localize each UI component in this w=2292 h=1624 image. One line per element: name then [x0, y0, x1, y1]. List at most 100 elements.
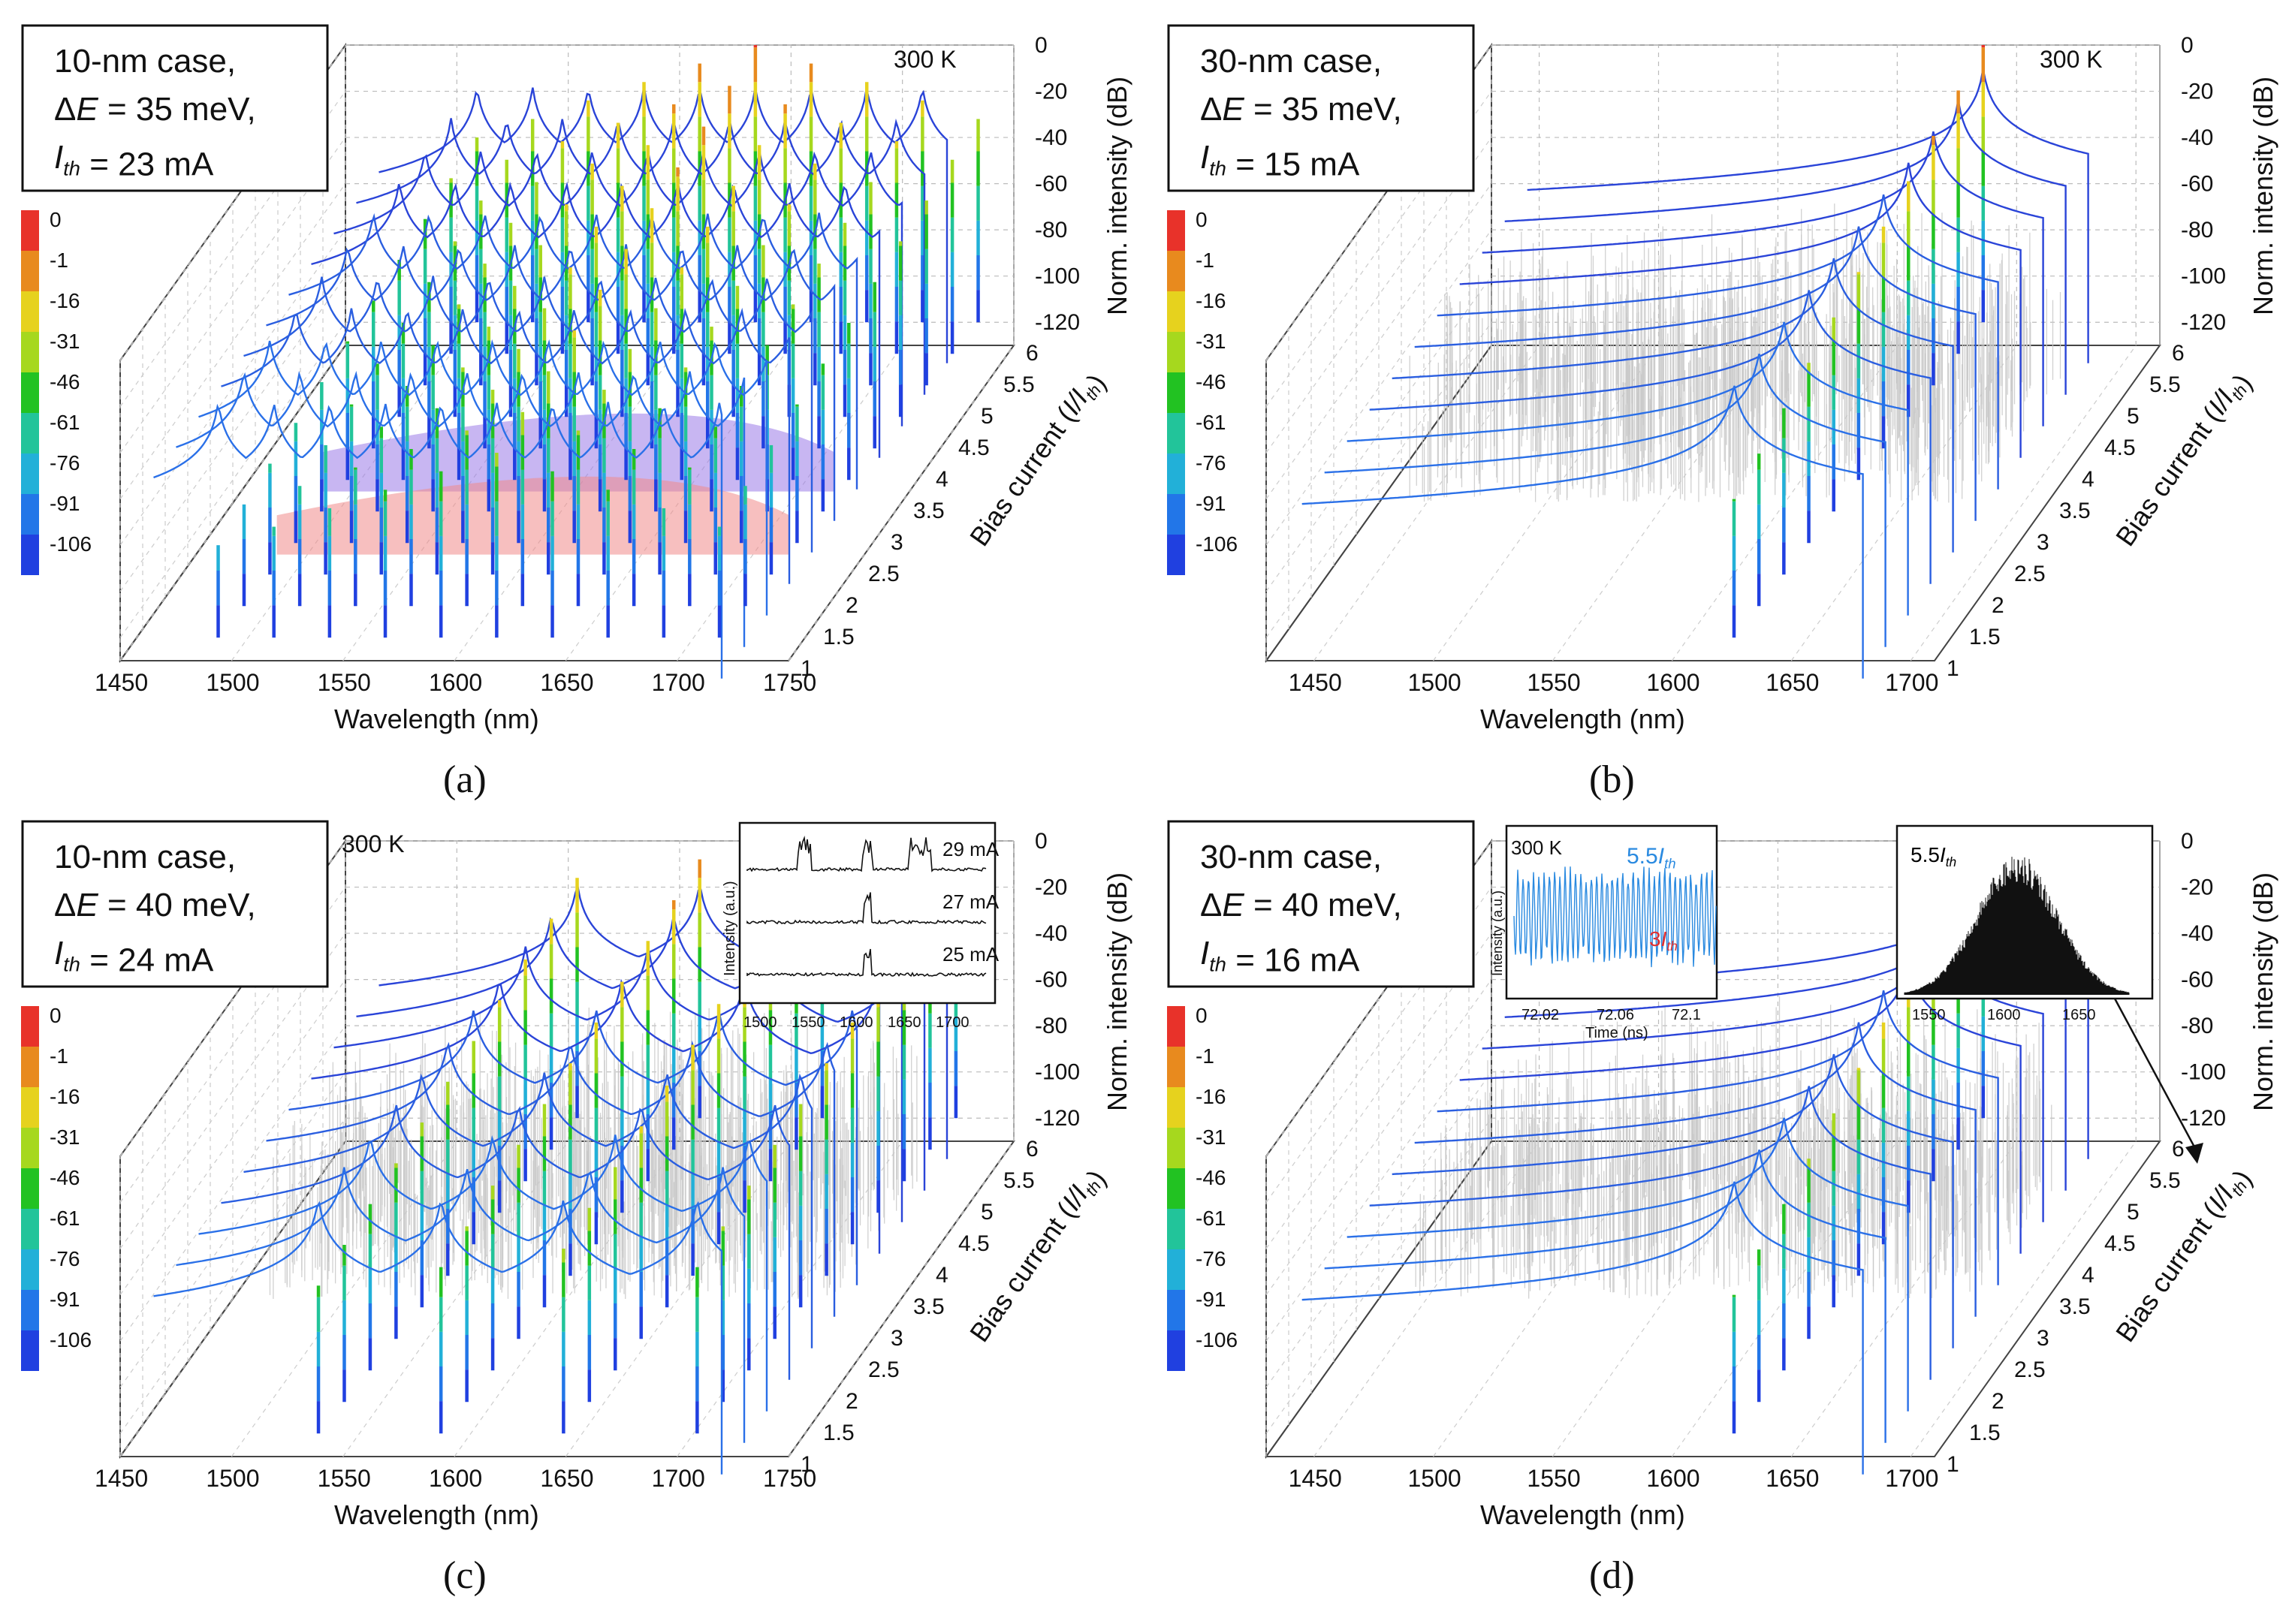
y-tick-label: 3.5 [2059, 1294, 2091, 1319]
colorbar-label: -106 [1196, 1328, 1238, 1351]
y-tick-label: 3.5 [2059, 499, 2091, 523]
y-tick-label: 1.5 [1969, 625, 2001, 649]
colorbar-swatch [21, 494, 39, 535]
grid-line-left [1265, 44, 1492, 361]
inset-d: 5.5Ith 3Ith 300 K Intensity (a.u.) 72.02 72.0… [1490, 824, 2203, 1164]
y-tick-label: 4.5 [958, 435, 990, 460]
info-box: 30-nm case, ΔE = 35 meV, Ith = 15 mA [1167, 24, 1475, 192]
colorbar-swatch [1167, 1168, 1185, 1209]
colorbar-swatch [21, 1330, 39, 1371]
colorbar-swatch [1167, 453, 1185, 494]
inset-c-trace-label: 29 mA [942, 838, 1000, 860]
spectrum-trace [333, 149, 903, 426]
y-tick-label: 3 [2037, 530, 2049, 555]
z-tick-label: 0 [2181, 829, 2194, 854]
z-tick-label: 0 [1035, 829, 1048, 854]
colorbar-label: -76 [1196, 451, 1226, 475]
inset-c-x-tick: 1500 [743, 1014, 777, 1031]
inset-d-time-x-tick: 72.06 [1597, 1007, 1634, 1023]
colorbar-swatch [21, 413, 39, 453]
colorbar-swatch [1167, 1330, 1185, 1371]
z-tick-label: -20 [2181, 80, 2213, 104]
colorbar-swatch [1167, 494, 1185, 535]
spectrum-trace [198, 339, 768, 616]
colorbar-swatch [1167, 372, 1185, 413]
info-box-frame [1167, 24, 1475, 192]
z-tick-label: -100 [1035, 1060, 1080, 1085]
colorbar-label: -106 [50, 532, 92, 556]
grid-line-floor [1790, 1140, 2017, 1457]
colorbar-label: -76 [1196, 1247, 1226, 1270]
info-box-frame [21, 820, 329, 988]
info-line: ΔE = 35 meV, [1200, 91, 1402, 128]
y-tick-label: 4 [936, 467, 948, 492]
grid-line-left [1265, 276, 1492, 592]
colorbar: 0 -1 -16 -31 -46 -61 -76 -91 -106 [1167, 208, 1238, 575]
spectrum-trace [221, 307, 791, 584]
colorbar-swatch [21, 210, 39, 251]
grid [119, 42, 1015, 664]
x-tick-label: 1650 [1766, 1465, 1819, 1492]
spectrum-trace [153, 1200, 723, 1475]
spectrum-trace [153, 402, 723, 679]
grid-line-floor [1552, 1140, 1778, 1457]
z-tick-label: -100 [2181, 1060, 2226, 1085]
grid-line-left [119, 183, 346, 499]
inset-d-time-xlabel: Time (ns) [1585, 1025, 1648, 1041]
colorbar-label: -106 [1196, 532, 1238, 556]
x-tick-label: 1500 [1408, 669, 1461, 696]
inset-c-trace [746, 892, 987, 925]
grid-line-floor [1552, 345, 1778, 661]
grid-line-left [119, 887, 346, 1203]
x-tick-label: 1550 [318, 669, 371, 696]
spectrum-trace [1369, 290, 1932, 584]
info-box: 30-nm case, ΔE = 40 meV, Ith = 16 mA [1167, 820, 1475, 988]
colorbar-label: -1 [50, 1044, 68, 1068]
inset-d-time-x-tick: 72.02 [1521, 1007, 1559, 1023]
x-tick-label: 1700 [1885, 1465, 1938, 1492]
info-line: 10-nm case, [54, 839, 236, 875]
y-tick-label: 1 [801, 656, 813, 681]
y-tick-label: 2.5 [868, 1357, 900, 1382]
x-tick-label: 1550 [1527, 1465, 1580, 1492]
spectrum-trace [1504, 100, 2067, 395]
x-tick-label: 1450 [1289, 669, 1342, 696]
panel-caption: (c) [443, 1554, 487, 1597]
z-tick-label: -20 [1035, 80, 1067, 104]
grid-line-floor [1671, 1140, 1898, 1457]
colorbar-swatch [1167, 210, 1185, 251]
z-tick-label: -60 [1035, 968, 1067, 993]
info-line: Ith = 24 mA [54, 935, 214, 979]
colorbar-label: -91 [1196, 492, 1226, 515]
temperature-label: 300 K [342, 830, 405, 857]
colorbar-swatch [21, 332, 39, 372]
grid-line-left [119, 276, 346, 592]
spectrum-trace [1437, 990, 1999, 1285]
y-tick-label: 6 [1026, 1137, 1039, 1162]
grid-line-floor [565, 345, 792, 661]
colorbar-label: -76 [50, 1247, 80, 1270]
y-tick-label: 2 [846, 593, 858, 618]
spectrum-trace [1347, 1117, 1909, 1412]
grid-line-floor [119, 345, 346, 661]
z-tick-label: -40 [1035, 125, 1067, 150]
colorbar-label: -16 [1196, 289, 1226, 312]
y-tick-label: 2.5 [2014, 1357, 2046, 1382]
grid-line-left [119, 1025, 346, 1342]
spectrum-trace [1459, 958, 2022, 1254]
colorbar-label: -16 [50, 289, 80, 312]
x-tick-label: 1700 [652, 669, 705, 696]
grid-line-left [119, 840, 346, 1157]
inset-c-x-tick: 1650 [888, 1014, 921, 1031]
colorbar: 0 -1 -16 -31 -46 -61 -76 -91 -106 [21, 208, 92, 575]
inset-d-spec-x-tick: 1550 [1912, 1007, 1946, 1023]
x-tick-label: 1600 [1646, 1465, 1699, 1492]
spectrum-trace [1414, 1022, 1977, 1317]
info-line: 30-nm case, [1200, 839, 1382, 875]
inset-d-spec-label: 5.5Ith [1911, 843, 1956, 869]
z-tick-label: -120 [2181, 310, 2226, 335]
grid-line-floor [677, 1140, 903, 1457]
z-tick-label: -80 [1035, 218, 1067, 243]
